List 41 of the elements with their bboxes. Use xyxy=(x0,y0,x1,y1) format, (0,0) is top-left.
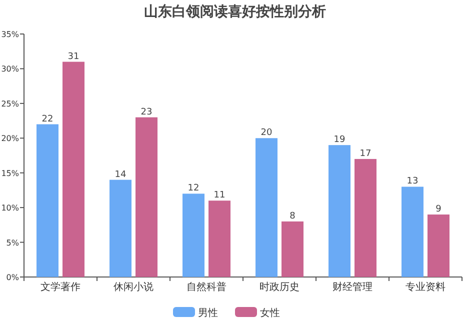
y-tick-label: 5% xyxy=(6,238,20,248)
data-label: 20 xyxy=(260,128,272,138)
bar xyxy=(402,186,424,277)
x-tick-label: 财经管理 xyxy=(332,281,372,293)
data-label: 12 xyxy=(188,184,200,194)
x-tick-label: 自然科普 xyxy=(186,281,226,293)
x-tick-label: 休闲小说 xyxy=(114,281,154,293)
data-label: 19 xyxy=(334,135,346,146)
bar xyxy=(182,194,204,277)
bar xyxy=(282,221,304,277)
y-tick-label: 0% xyxy=(6,273,20,282)
y-tick-label: 35% xyxy=(1,30,20,39)
data-label: 11 xyxy=(214,190,226,201)
y-tick-label: 25% xyxy=(1,99,20,108)
bar xyxy=(110,180,132,277)
y-tick-label: 10% xyxy=(1,204,20,213)
y-tick-label: 15% xyxy=(1,168,20,178)
bar xyxy=(208,200,230,277)
x-tick-label: 文学著作 xyxy=(40,281,80,293)
bar xyxy=(136,117,158,277)
x-tick-label: 时政历史 xyxy=(260,281,300,293)
legend-label: 女性 xyxy=(260,307,280,319)
bar xyxy=(328,145,350,277)
chart-title: 山东白领阅读喜好按性别分析 xyxy=(144,3,326,20)
data-label: 13 xyxy=(406,176,418,187)
legend-label: 男性 xyxy=(198,307,218,319)
data-label: 9 xyxy=(436,204,442,215)
bar xyxy=(354,158,376,277)
data-label: 31 xyxy=(68,52,80,62)
bar xyxy=(62,62,84,277)
data-label: 14 xyxy=(114,170,126,180)
data-label: 8 xyxy=(290,211,296,222)
x-tick-label: 专业资料 xyxy=(406,281,446,293)
y-tick-label: 30% xyxy=(1,64,20,74)
data-label: 23 xyxy=(140,107,152,118)
bar xyxy=(428,214,450,277)
bar xyxy=(36,124,58,277)
data-label: 22 xyxy=(42,114,54,124)
bar xyxy=(256,138,278,277)
data-label: 17 xyxy=(360,148,372,159)
y-tick-label: 20% xyxy=(1,134,20,144)
